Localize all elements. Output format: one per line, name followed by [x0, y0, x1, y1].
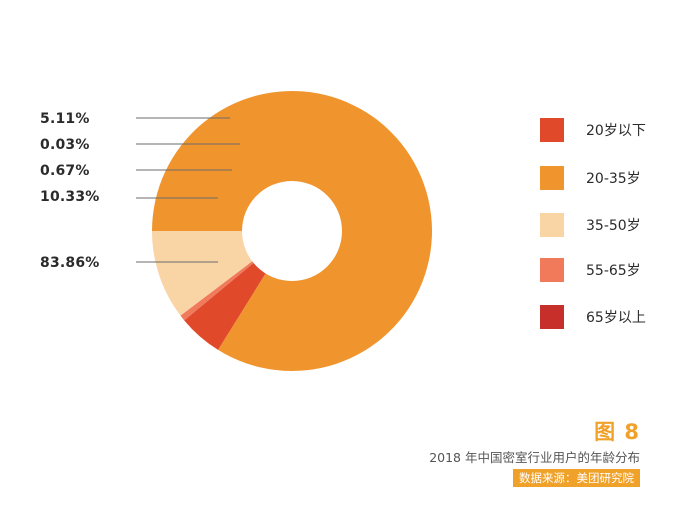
- legend-swatch-55-65: [540, 258, 564, 282]
- legend-label-under-20: 20岁以下: [586, 123, 646, 139]
- data-label-55-65: 0.67%: [40, 163, 90, 179]
- legend-swatch-20-35: [540, 166, 564, 190]
- data-label-under-20: 5.11%: [40, 111, 90, 127]
- legend-item-65-plus: 65岁以上: [540, 305, 646, 329]
- figure-caption: 2018 年中国密室行业用户的年龄分布: [429, 450, 640, 465]
- data-label-35-50: 10.33%: [40, 189, 100, 205]
- legend-label-65-plus: 65岁以上: [586, 310, 646, 326]
- leader-lines: [136, 117, 240, 263]
- data-label-65-plus: 0.03%: [40, 137, 90, 153]
- legend-label-55-65: 55-65岁: [586, 263, 641, 279]
- figure-source-badge: 数据来源：美团研究院: [513, 469, 640, 487]
- legend-item-under-20: 20岁以下: [540, 118, 646, 142]
- legend-swatch-65-plus: [540, 305, 564, 329]
- figure-number: 图 8: [594, 420, 640, 444]
- legend-label-35-50: 35-50岁: [586, 218, 641, 234]
- legend-item-55-65: 55-65岁: [540, 258, 641, 282]
- legend-item-35-50: 35-50岁: [540, 213, 641, 237]
- donut-hole: [242, 181, 342, 281]
- legend-swatch-35-50: [540, 213, 564, 237]
- legend-item-20-35: 20-35岁: [540, 166, 641, 190]
- legend-swatch-under-20: [540, 118, 564, 142]
- legend-label-20-35: 20-35岁: [586, 171, 641, 187]
- data-label-20-35: 83.86%: [40, 255, 100, 271]
